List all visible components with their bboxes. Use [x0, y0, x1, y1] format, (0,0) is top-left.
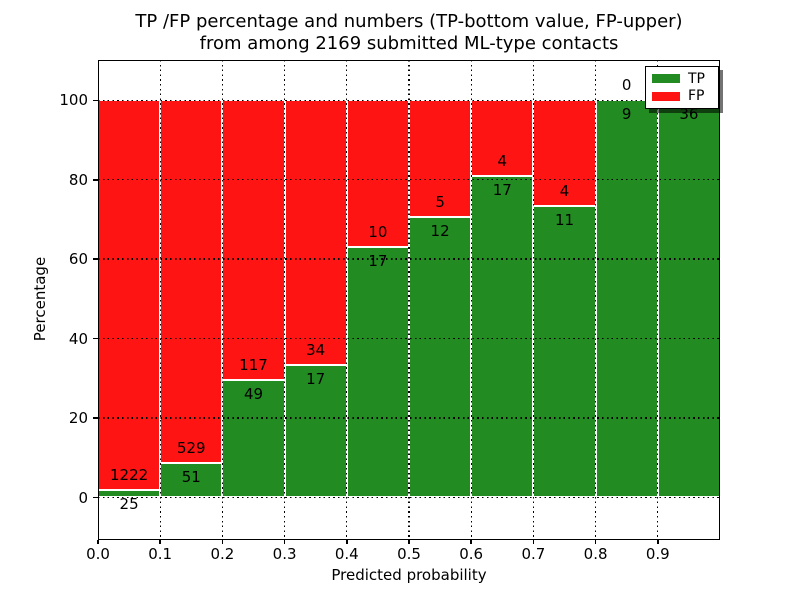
y-axis-label: Percentage [31, 256, 49, 342]
y-tick-label: 20 [68, 409, 88, 428]
vertical-gridline [594, 60, 597, 540]
vertical-gridline [159, 60, 161, 540]
x-tick-label: 0.8 [583, 545, 608, 563]
y-tick-label: 60 [68, 250, 88, 269]
y-tick-mark [93, 337, 98, 340]
legend-item-tp: TP [652, 71, 712, 87]
x-tick-mark [470, 540, 472, 544]
horizontal-gridline [98, 417, 720, 419]
legend-label-fp: FP [688, 88, 705, 105]
x-tick-label: 0.6 [459, 545, 484, 563]
x-tick-label: 0.7 [521, 545, 546, 563]
y-tick-mark [93, 258, 98, 260]
x-tick-label: 0.2 [210, 545, 235, 563]
y-tick-label: 100 [59, 91, 88, 110]
y-tick-label: 40 [68, 329, 88, 348]
horizontal-gridline [98, 179, 720, 181]
bar-fp-segment [98, 100, 161, 490]
fp-count-label: 34 [306, 341, 326, 360]
tp-count-label: 9 [621, 105, 632, 124]
x-tick-mark [221, 540, 224, 544]
tp-count-label: 49 [243, 385, 264, 404]
x-tick-mark [657, 540, 659, 544]
horizontal-gridline [98, 99, 720, 101]
y-tick-label: 0 [78, 488, 88, 507]
horizontal-gridline [98, 496, 720, 499]
vertical-gridline [283, 60, 286, 540]
y-tick-mark [93, 417, 98, 419]
fp-count-label: 4 [497, 151, 508, 170]
legend-item-fp: FP [652, 88, 712, 104]
bar-tp-segment [471, 175, 534, 498]
fp-count-label: 529 [176, 438, 206, 457]
x-tick-mark [159, 540, 161, 544]
vertical-gridline [221, 60, 224, 540]
tp-count-label: 11 [554, 211, 575, 230]
bar-fp-segment [284, 100, 347, 366]
fp-count-label: 0 [621, 76, 632, 95]
bar-tp-segment [533, 206, 596, 498]
tp-count-label: 51 [181, 467, 201, 486]
y-tick-mark [93, 99, 98, 102]
bar-tp-segment [657, 100, 720, 498]
legend: TP FP [645, 66, 719, 109]
x-tick-mark [408, 540, 410, 544]
x-tick-mark [97, 540, 99, 544]
horizontal-gridline [98, 337, 720, 340]
bar-fp-segment [533, 100, 596, 207]
bar-fp-segment [160, 100, 223, 463]
bar-tp-segment [346, 247, 409, 498]
bar-fp-segment [471, 100, 534, 176]
tp-count-label: 17 [368, 252, 388, 271]
legend-label-tp: TP [688, 70, 705, 87]
tp-count-label: 36 [679, 105, 699, 124]
x-axis-label: Predicted probability [331, 566, 487, 584]
fp-color-swatch [652, 91, 680, 101]
fp-count-label: 117 [239, 356, 268, 375]
y-tick-mark [93, 496, 98, 499]
x-tick-mark [594, 540, 597, 544]
chart-title-line2: from among 2169 submitted ML-type contac… [199, 33, 619, 54]
y-tick-mark [93, 178, 98, 181]
x-tick-mark [532, 540, 535, 544]
fp-count-label: 10 [368, 223, 388, 242]
chart-title: TP /FP percentage and numbers (TP-bottom… [89, 11, 729, 55]
fp-count-label: 5 [435, 193, 445, 212]
bar-fp-segment [409, 100, 472, 218]
x-tick-mark [283, 540, 286, 544]
bar-tp-segment [409, 217, 472, 498]
tp-count-label: 12 [430, 222, 450, 241]
tp-color-swatch [652, 74, 680, 84]
x-tick-mark [346, 540, 348, 544]
vertical-gridline [532, 60, 535, 540]
vertical-gridline [408, 60, 410, 540]
chart-title-line1: TP /FP percentage and numbers (TP-bottom… [135, 11, 683, 32]
tp-count-label: 25 [119, 494, 139, 513]
fp-count-label: 1222 [110, 465, 149, 484]
x-tick-label: 0.3 [272, 545, 297, 563]
x-tick-label: 0.1 [148, 545, 173, 563]
vertical-gridline [346, 60, 348, 540]
tp-count-label: 17 [492, 180, 512, 199]
plot-area: 1222 25 529 51 117 49 34 17 10 17 5 12 4 17 4 11 0 9 0 36 0.… [59, 60, 720, 563]
horizontal-gridline [98, 258, 720, 260]
y-tick-label: 80 [68, 170, 88, 189]
vertical-gridline [657, 60, 659, 540]
x-tick-label: 0.4 [334, 545, 359, 563]
x-tick-label: 0.9 [645, 545, 670, 563]
x-tick-label: 0.0 [86, 545, 110, 563]
tp-count-label: 17 [306, 370, 326, 389]
x-tick-label: 0.5 [397, 545, 421, 563]
bar-tp-segment [595, 100, 658, 498]
fp-count-label: 4 [559, 182, 570, 201]
vertical-gridline [470, 60, 472, 540]
